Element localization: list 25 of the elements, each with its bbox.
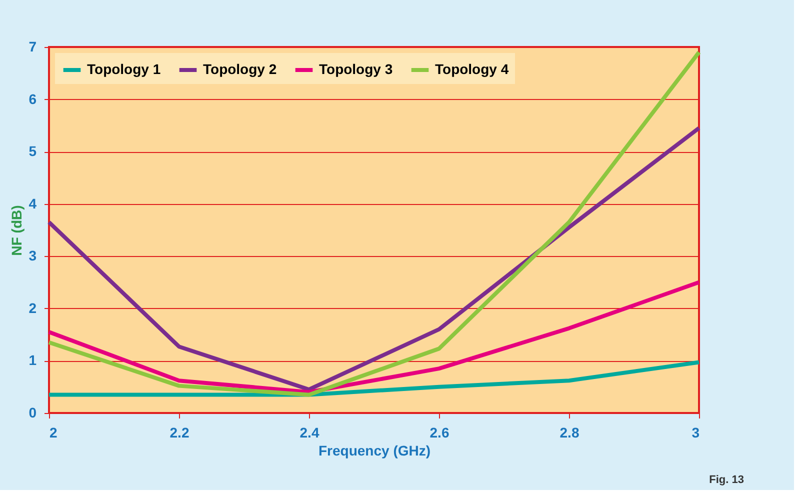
x-tick-label: 2.8 [560, 424, 580, 440]
line-series [47, 50, 701, 397]
y-tick-label: 6 [28, 90, 37, 107]
y-tick-label: 3 [28, 248, 37, 264]
y-axis-title: NF (dB) [8, 205, 25, 256]
x-tick-label: 3 [692, 424, 700, 440]
x-tick-label: 2 [50, 424, 58, 440]
line-series [47, 360, 701, 397]
x-axis-title: Frequency (GHz) [318, 442, 431, 458]
y-tick-label: 4 [28, 195, 37, 212]
y-tick-label: 5 [28, 143, 37, 160]
legend-label: Topology 1 [87, 61, 161, 77]
line-series [47, 280, 701, 394]
y-tick-label: 1 [28, 352, 37, 368]
y-tick-label: 7 [28, 38, 37, 54]
x-tick-label: 2.6 [430, 424, 450, 440]
caption: Fig. 13 [709, 474, 744, 486]
x-tick-label: 2.2 [170, 424, 190, 440]
y-tick-label: 2 [28, 300, 37, 316]
y-tick-label: 0 [28, 404, 37, 420]
legend-label: Topology 4 [435, 61, 509, 77]
legend-label: Topology 2 [203, 61, 277, 77]
legend-label: Topology 3 [319, 61, 393, 77]
x-tick-label: 2.4 [300, 424, 320, 440]
line-series [47, 126, 701, 392]
